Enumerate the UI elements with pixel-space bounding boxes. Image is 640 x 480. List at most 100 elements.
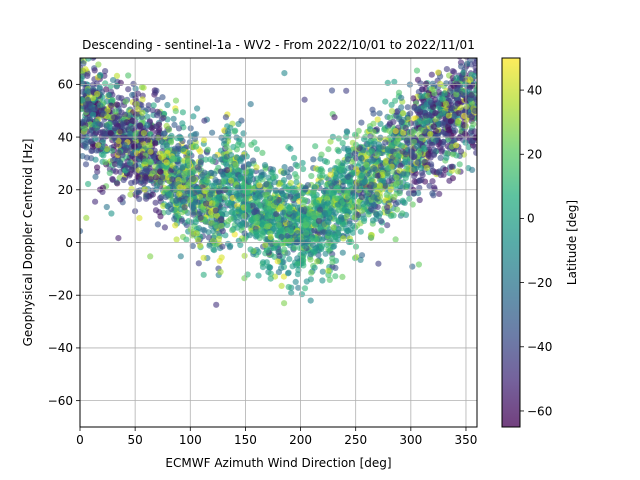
scatter-point <box>325 267 332 274</box>
scatter-point <box>311 213 318 220</box>
scatter-point <box>444 131 451 138</box>
scatter-point <box>229 227 236 234</box>
scatter-point <box>129 125 136 132</box>
scatter-point <box>383 191 390 198</box>
scatter-point <box>402 151 409 158</box>
scatter-point <box>111 114 118 121</box>
scatter-point <box>140 180 147 187</box>
scatter-point <box>209 129 216 136</box>
scatter-point <box>410 129 417 136</box>
scatter-point <box>219 243 226 250</box>
scatter-point <box>221 137 228 144</box>
scatter-point <box>237 173 244 181</box>
scatter-point <box>127 191 134 198</box>
scatter-point <box>273 199 280 206</box>
scatter-point <box>327 171 334 178</box>
scatter-point <box>197 148 204 155</box>
scatter-point <box>456 161 463 168</box>
scatter-point <box>159 174 166 181</box>
scatter-point <box>348 164 355 171</box>
scatter-point <box>436 190 443 197</box>
scatter-point <box>174 212 181 219</box>
scatter-point <box>241 230 248 237</box>
scatter-point <box>287 193 294 200</box>
scatter-point <box>209 200 216 207</box>
scatter-point <box>292 278 299 285</box>
scatter-point <box>348 238 355 245</box>
colorbar-frame <box>501 57 521 428</box>
scatter-point <box>334 201 341 208</box>
scatter-point <box>113 101 120 108</box>
scatter-point <box>187 226 194 233</box>
scatter-point <box>442 100 449 107</box>
scatter-point <box>443 154 450 161</box>
scatter-point <box>294 260 301 267</box>
scatter-point <box>106 169 113 177</box>
scatter-point <box>410 190 417 197</box>
scatter-point <box>300 165 307 173</box>
scatter-point <box>83 144 90 151</box>
scatter-point <box>237 158 244 165</box>
scatter-point <box>370 157 377 164</box>
scatter-point <box>232 127 239 134</box>
scatter-point <box>163 159 170 166</box>
scatter-point <box>189 242 196 250</box>
scatter-point <box>299 249 306 256</box>
scatter-point <box>373 191 380 198</box>
scatter-point <box>301 206 308 213</box>
scatter-point <box>376 110 383 117</box>
scatter-point <box>280 177 288 184</box>
scatter-point <box>472 143 477 151</box>
scatter-point <box>236 136 243 143</box>
scatter-point <box>247 101 254 108</box>
scatter-point <box>344 190 351 197</box>
scatter-point <box>235 167 242 174</box>
scatter-point <box>134 106 141 113</box>
scatter-point <box>126 171 133 178</box>
scatter-point <box>343 87 350 94</box>
scatter-point <box>177 253 184 260</box>
scatter-point <box>164 101 171 109</box>
scatter-point <box>109 97 116 104</box>
scatter-point <box>154 221 161 228</box>
scatter-point <box>157 178 164 185</box>
scatter-point <box>177 184 184 191</box>
scatter-point <box>439 109 446 116</box>
scatter-point <box>288 289 295 296</box>
plot-area: 0 50 100 150 200 250 300 350 −60 −40 −20 0 20 40 60 <box>48 57 478 447</box>
scatter-point <box>426 182 433 189</box>
scatter-point <box>82 101 90 108</box>
scatter-point <box>325 239 332 247</box>
scatter-point <box>116 162 123 169</box>
scatter-point <box>150 102 157 109</box>
scatter-point <box>143 193 150 200</box>
scatter-point <box>438 146 445 153</box>
scatter-point <box>139 109 146 116</box>
scatter-point <box>368 148 376 155</box>
scatter-point <box>90 58 97 61</box>
scatter-point <box>406 195 413 202</box>
scatter-point <box>362 161 369 168</box>
scatter-point <box>165 126 173 133</box>
scatter-point <box>202 218 209 225</box>
scatter-point <box>378 218 385 225</box>
scatter-point <box>183 236 190 243</box>
scatter-point <box>82 161 90 168</box>
scatter-point <box>259 264 267 271</box>
scatter-point <box>117 128 124 135</box>
scatter-point <box>312 143 319 150</box>
scatter-point <box>377 134 384 141</box>
scatter-point <box>319 172 326 179</box>
scatter-point <box>170 115 177 122</box>
scatter-point <box>459 58 463 59</box>
scatter-point <box>462 139 469 146</box>
scatter-point <box>152 140 159 147</box>
scatter-point <box>398 94 405 101</box>
scatter-point <box>160 114 167 121</box>
scatter-point <box>156 110 163 117</box>
scatter-point <box>386 128 393 135</box>
scatter-point <box>442 166 449 173</box>
scatter-point <box>361 215 368 222</box>
scatter-point <box>103 122 110 129</box>
scatter-point <box>301 96 308 103</box>
